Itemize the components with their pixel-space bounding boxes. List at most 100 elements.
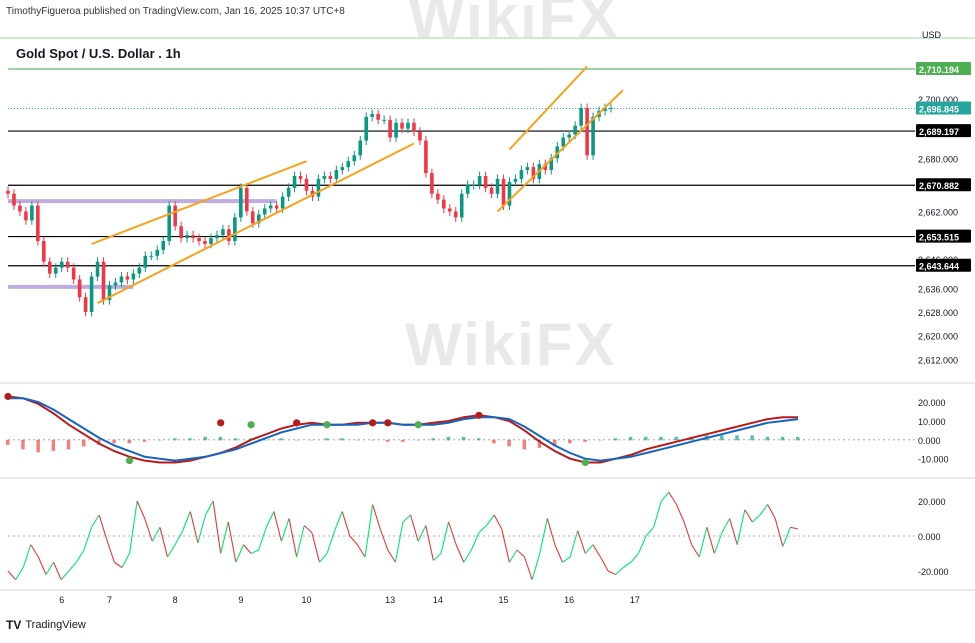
osc1-cross-marker-8 [414, 421, 422, 429]
candle-body-59 [358, 140, 363, 156]
osc2-segment-35 [265, 511, 275, 528]
osc2-segment-36 [273, 511, 282, 542]
price-level-badge-4 [916, 229, 971, 243]
osc2-segment-6 [45, 561, 55, 575]
osc1-hist-bar-39 [598, 439, 602, 441]
price-level-label-0: 2,710.194 [919, 65, 959, 75]
osc2-segment-48 [364, 504, 374, 558]
candle-body-66 [400, 122, 404, 129]
candle-body-77 [465, 184, 470, 194]
osc2-segment-21 [159, 527, 169, 558]
candle-body-58 [352, 155, 357, 162]
channel-line-0 [91, 160, 307, 245]
osc1-hist-bar-2 [36, 439, 40, 453]
candle-body-60 [364, 116, 368, 141]
osc2-tick-1: 0.000 [918, 532, 941, 542]
price-level-label-3: 2,670.882 [919, 181, 959, 191]
candle-body-17 [107, 285, 112, 301]
candle-body-81 [489, 187, 494, 194]
osc2-segment-82 [622, 561, 632, 568]
osc1-hist-bar-23 [355, 439, 359, 441]
candle-body-34 [209, 238, 213, 244]
osc1-tick-3: -10.000 [918, 455, 949, 465]
candle-body-19 [119, 276, 124, 283]
candle-body-83 [501, 178, 506, 206]
candle-body-85 [513, 178, 518, 182]
candle-body-9 [59, 261, 64, 268]
candle-body-76 [459, 193, 464, 218]
candle-body-6 [42, 241, 46, 262]
osc2-tick-0: 20.000 [918, 497, 946, 507]
osc1-cross-marker-3 [247, 421, 255, 429]
osc1-hist-bar-48 [735, 435, 739, 441]
osc2-segment-10 [75, 549, 85, 563]
osc1-hist-bar-15 [233, 438, 238, 441]
osc1-hist-bar-14 [218, 436, 223, 441]
osc2-segment-45 [341, 511, 351, 537]
tradingview-brand[interactable]: TV TradingView [6, 618, 86, 632]
candle-body-69 [418, 131, 422, 141]
osc2-segment-25 [189, 511, 199, 544]
candle-body-62 [376, 113, 380, 120]
candle-body-30 [185, 235, 189, 239]
osc2-segment-2 [15, 567, 24, 581]
osc2-segment-87 [660, 491, 670, 502]
osc1-hist-bar-29 [446, 436, 451, 441]
osc1-hist-bar-35 [537, 439, 542, 448]
osc2-segment-73 [554, 544, 564, 563]
symbol-title: Gold Spot / U.S. Dollar . 1h [16, 46, 181, 61]
osc2-segment-99 [752, 514, 761, 523]
osc1-tick-0: 20.000 [918, 398, 946, 408]
osc2-segment-62 [470, 532, 480, 551]
candle-body-64 [388, 119, 392, 138]
price-tick-6: 2,620.000 [918, 332, 958, 342]
time-tick-2: 8 [173, 595, 178, 605]
osc1-hist-bar-42 [644, 436, 648, 441]
osc1-hist-bar-26 [401, 439, 405, 442]
osc2-segment-22 [167, 544, 176, 558]
osc2-segment-71 [539, 518, 548, 554]
candle-body-56 [340, 167, 345, 171]
candle-body-38 [233, 217, 237, 242]
osc1-hist-bar-38 [583, 439, 587, 442]
candle-body-31 [191, 235, 195, 239]
osc1-cross-marker-9 [475, 411, 483, 419]
osc1-cross-marker-0 [4, 392, 12, 401]
osc1-hist-bar-21 [325, 438, 329, 441]
candle-body-61 [370, 113, 374, 117]
candle-body-13 [83, 297, 88, 312]
osc2-segment-43 [326, 530, 336, 554]
osc2-segment-75 [569, 530, 579, 558]
osc1-hist-bar-52 [796, 436, 800, 441]
candle-body-70 [424, 140, 428, 174]
osc2-segment-49 [372, 504, 381, 530]
osc2-segment-76 [577, 530, 586, 554]
candle-body-100 [603, 108, 607, 111]
osc2-segment-32 [243, 544, 252, 554]
price-tick-2: 2,662.000 [918, 207, 958, 217]
candle-body-21 [131, 273, 136, 280]
candle-body-12 [77, 279, 82, 298]
osc1-hist-bar-19 [294, 439, 299, 441]
osc1-tick-2: 0.000 [918, 436, 941, 446]
osc1-hist-bar-32 [492, 439, 496, 444]
candle-body-23 [143, 255, 148, 268]
price-level-label-5: 2,643.644 [919, 262, 959, 272]
osc1-series-1 [8, 397, 799, 462]
osc2-segment-38 [288, 518, 298, 558]
osc2-segment-47 [356, 544, 366, 558]
candle-body-27 [167, 205, 171, 242]
candle-body-39 [239, 187, 243, 218]
osc2-segment-15 [114, 561, 123, 568]
osc2-segment-54 [410, 514, 419, 542]
osc2-segment-59 [448, 521, 457, 545]
candle-body-93 [561, 137, 566, 147]
osc2-segment-100 [759, 504, 769, 516]
candle-body-15 [95, 261, 100, 277]
candle-body-45 [274, 205, 279, 209]
osc2-segment-66 [501, 528, 510, 563]
osc2-segment-63 [478, 525, 487, 533]
osc1-cross-marker-5 [323, 421, 331, 429]
candle-body-54 [328, 176, 333, 179]
